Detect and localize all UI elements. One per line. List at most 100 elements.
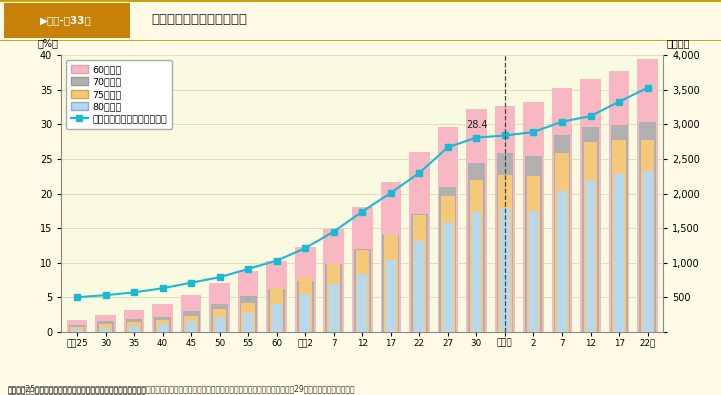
- Bar: [386, 260, 396, 332]
- Bar: [554, 135, 570, 332]
- Bar: [552, 88, 572, 332]
- 高齢者人口の割合（左目盛）: [472, 135, 481, 140]
- Bar: [211, 304, 228, 332]
- Bar: [585, 180, 596, 332]
- Bar: [409, 152, 430, 332]
- Bar: [128, 322, 141, 332]
- Bar: [355, 250, 369, 332]
- Bar: [584, 142, 597, 332]
- Bar: [295, 247, 316, 332]
- Bar: [185, 316, 198, 332]
- Bar: [470, 180, 483, 332]
- Bar: [72, 329, 82, 332]
- Bar: [525, 156, 542, 332]
- Bar: [71, 327, 84, 332]
- 高齢者人口の割合（左目盛）: [643, 85, 652, 90]
- Bar: [152, 304, 173, 332]
- 高齢者人口の割合（左目盛）: [500, 133, 509, 138]
- Bar: [614, 174, 624, 332]
- Bar: [268, 289, 285, 332]
- 高齢者人口の割合（左目盛）: [130, 290, 138, 295]
- Bar: [329, 284, 339, 332]
- Bar: [267, 261, 287, 332]
- Bar: [411, 214, 428, 332]
- Bar: [215, 317, 224, 332]
- Text: ▶特集-第33図: ▶特集-第33図: [40, 15, 92, 25]
- FancyBboxPatch shape: [4, 3, 130, 38]
- Bar: [242, 303, 255, 332]
- Bar: [642, 171, 653, 332]
- Bar: [352, 207, 373, 332]
- Bar: [582, 127, 599, 332]
- Text: 注　昭和25年〜令和元年は総務省「人口推計」（国勢調査実施年は国勢調査人口による），令和２年以降は「日本の将来推計人口（平成29年推計）」出生（中位）: 注 昭和25年〜令和元年は総務省「人口推計」（国勢調査実施年は国勢調査人口による…: [7, 384, 355, 393]
- Bar: [498, 175, 512, 332]
- Bar: [158, 324, 167, 332]
- 高齢者人口の割合（左目盛）: [216, 275, 224, 280]
- Bar: [182, 311, 200, 332]
- Bar: [297, 281, 314, 332]
- 高齢者人口の割合（左目盛）: [244, 267, 252, 271]
- 高齢者人口の割合（左目盛）: [386, 190, 395, 195]
- Bar: [101, 328, 110, 332]
- Bar: [443, 222, 453, 332]
- Bar: [441, 196, 454, 332]
- Bar: [240, 296, 257, 332]
- Bar: [640, 122, 656, 332]
- Bar: [124, 310, 144, 332]
- Bar: [440, 186, 456, 332]
- Bar: [528, 211, 539, 332]
- Bar: [186, 322, 196, 332]
- Bar: [181, 295, 201, 332]
- Bar: [384, 235, 397, 332]
- Bar: [270, 288, 283, 332]
- Bar: [527, 176, 540, 332]
- 高齢者人口の割合（左目盛）: [187, 280, 195, 285]
- Bar: [641, 139, 654, 332]
- Bar: [381, 182, 401, 332]
- Bar: [495, 106, 516, 332]
- 高齢者人口の割合（左目盛）: [329, 229, 338, 234]
- Bar: [125, 319, 143, 332]
- Bar: [500, 208, 510, 332]
- Bar: [272, 304, 282, 332]
- Bar: [243, 313, 253, 332]
- Bar: [213, 309, 226, 332]
- Legend: 60歳以上, 70歳以上, 75歳以上, 80歳以上, 高齢者人口の割合（左目盛）: 60歳以上, 70歳以上, 75歳以上, 80歳以上, 高齢者人口の割合（左目盛…: [66, 60, 172, 129]
- Text: 死亡（中位）推計（国立社会保障・人口問題研究所）による。: 死亡（中位）推計（国立社会保障・人口問題研究所）による。: [7, 386, 146, 395]
- 高齢者人口の割合（左目盛）: [529, 130, 538, 134]
- Bar: [156, 320, 169, 332]
- Text: （%）: （%）: [37, 38, 58, 48]
- Bar: [324, 229, 344, 332]
- Bar: [129, 326, 139, 332]
- 高齢者人口の割合（左目盛）: [443, 145, 452, 150]
- Bar: [557, 192, 567, 332]
- 高齢者人口の割合（左目盛）: [558, 119, 567, 124]
- 高齢者人口の割合（左目盛）: [586, 114, 595, 118]
- Bar: [611, 125, 627, 332]
- Bar: [301, 294, 310, 332]
- Bar: [382, 235, 399, 332]
- 高齢者人口の割合（左目盛）: [358, 209, 366, 214]
- Bar: [637, 59, 658, 332]
- 高齢者人口の割合（左目盛）: [158, 286, 167, 291]
- Bar: [354, 249, 371, 332]
- Bar: [298, 276, 312, 332]
- Bar: [497, 153, 513, 332]
- Bar: [327, 264, 340, 332]
- Bar: [438, 127, 458, 332]
- Bar: [99, 324, 112, 332]
- Bar: [238, 271, 258, 332]
- Bar: [472, 211, 482, 332]
- Bar: [95, 314, 116, 332]
- 高齢者人口の割合（左目盛）: [301, 246, 309, 250]
- Bar: [67, 320, 87, 332]
- Text: （万人）: （万人）: [666, 38, 690, 48]
- Bar: [612, 140, 626, 332]
- Bar: [209, 284, 230, 332]
- Bar: [154, 317, 171, 332]
- Bar: [97, 322, 114, 332]
- 高齢者人口の割合（左目盛）: [615, 99, 624, 104]
- Bar: [580, 79, 601, 332]
- Bar: [358, 275, 367, 332]
- 高齢者人口の割合（左目盛）: [101, 293, 110, 297]
